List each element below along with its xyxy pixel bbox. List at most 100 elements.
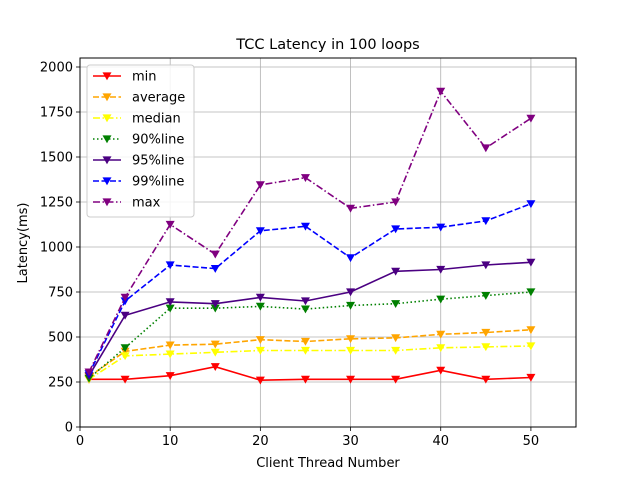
- data-point-median: [300, 346, 310, 355]
- data-point-median: [346, 346, 356, 355]
- y-tick-label: 2000: [40, 61, 73, 76]
- legend-label-median: median: [132, 112, 181, 127]
- data-point-average: [210, 340, 220, 349]
- data-point-median: [120, 352, 130, 361]
- series-line-90-line: [88, 291, 531, 380]
- data-point-min: [391, 375, 401, 384]
- plot-frame: [79, 57, 577, 428]
- data-point-min: [120, 375, 130, 384]
- data-point-average: [526, 326, 536, 335]
- data-point-average: [165, 341, 175, 350]
- y-tick-label: 250: [48, 376, 73, 391]
- data-point-95-line: [255, 293, 265, 302]
- legend-marker-90-line: [102, 135, 112, 144]
- data-point-median: [436, 344, 446, 353]
- data-point-average: [300, 337, 310, 346]
- legend-marker-min: [102, 72, 112, 81]
- data-point-max: [120, 293, 130, 302]
- data-point-90-line: [346, 301, 356, 310]
- data-point-max: [84, 368, 94, 377]
- data-point-99-line: [481, 217, 491, 226]
- x-tick-label: 20: [252, 434, 269, 449]
- chart-title: TCC Latency in 100 loops: [235, 37, 419, 53]
- data-point-95-line: [120, 311, 130, 320]
- x-tick-label: 30: [342, 434, 359, 449]
- data-point-95-line: [526, 258, 536, 267]
- data-point-average: [436, 330, 446, 339]
- data-point-90-line: [436, 295, 446, 304]
- x-tick-label: 50: [523, 434, 540, 449]
- data-point-max: [210, 250, 220, 259]
- legend-marker-99-line: [102, 177, 112, 186]
- data-point-99-line: [210, 265, 220, 273]
- legend-label-90-line: 90%line: [132, 133, 184, 148]
- data-point-90-line: [165, 304, 175, 313]
- data-point-min: [436, 366, 446, 375]
- data-point-95-line: [346, 288, 356, 297]
- data-point-90-line: [120, 344, 130, 353]
- y-tick-label: 1750: [40, 106, 73, 121]
- series-line-99-line: [88, 203, 532, 375]
- y-tick-label: 1500: [40, 151, 73, 166]
- data-point-min: [300, 375, 310, 384]
- data-point-90-line: [481, 292, 491, 300]
- series-line-median: [88, 345, 531, 380]
- data-point-median: [255, 346, 265, 355]
- legend-box: [86, 64, 195, 218]
- data-point-95-line: [391, 267, 401, 276]
- legend-label-max: max: [132, 196, 161, 211]
- x-tick-label: 40: [432, 434, 449, 449]
- data-point-90-line: [526, 288, 536, 297]
- data-point-99-line: [346, 254, 356, 263]
- legend-marker-median: [102, 114, 112, 123]
- data-point-min: [165, 372, 175, 380]
- data-point-average: [346, 335, 356, 344]
- data-point-max: [165, 220, 175, 229]
- x-axis-label: Client Thread Number: [256, 456, 400, 471]
- data-point-max: [526, 114, 536, 123]
- x-tick-label: 0: [76, 434, 84, 449]
- data-point-min: [481, 375, 491, 384]
- data-point-min: [255, 376, 265, 385]
- data-point-95-line: [165, 298, 175, 307]
- data-point-max: [300, 174, 310, 182]
- legend-label-min: min: [132, 70, 157, 85]
- data-point-90-line: [391, 300, 401, 308]
- data-point-average: [481, 328, 491, 337]
- data-point-max: [346, 204, 356, 213]
- data-point-90-line: [300, 305, 310, 314]
- data-point-min: [346, 375, 356, 384]
- ticks: 0 10 20 30 40 5002505007501000125015001750200…: [40, 61, 539, 450]
- data-point-99-line: [255, 227, 265, 236]
- data-point-max: [255, 181, 265, 190]
- legend-label-average: average: [132, 91, 185, 106]
- y-axis-label: Latency(ms): [16, 203, 31, 284]
- data-point-max: [481, 144, 491, 153]
- data-point-median: [391, 346, 401, 355]
- x-tick-label: 10: [162, 434, 179, 449]
- data-point-max: [391, 198, 401, 207]
- data-point-95-line: [436, 265, 446, 274]
- data-point-99-line: [526, 200, 536, 209]
- legend-marker-max: [102, 198, 112, 207]
- y-tick-label: 0: [65, 421, 73, 436]
- data-point-median: [210, 348, 220, 357]
- data-point-90-line: [255, 302, 265, 311]
- data-point-95-line: [481, 261, 491, 270]
- y-tick-label: 750: [48, 286, 73, 301]
- data-point-min: [526, 373, 536, 382]
- y-tick-label: 1250: [40, 196, 73, 211]
- y-tick-label: 500: [48, 331, 73, 346]
- legend-marker-average: [102, 93, 112, 102]
- legend-label-99-line: 99%line: [132, 175, 184, 190]
- data-point-99-line: [300, 222, 310, 231]
- legend-label-95-line: 95%line: [132, 154, 184, 169]
- legend: min average median 90%line 95%line 99%line max: [86, 64, 195, 218]
- data-point-min: [210, 363, 220, 371]
- data-point-99-line: [436, 223, 446, 232]
- data-point-95-line: [300, 297, 310, 306]
- series-layer: [84, 87, 536, 385]
- data-point-median: [481, 343, 491, 352]
- data-point-average: [255, 336, 265, 344]
